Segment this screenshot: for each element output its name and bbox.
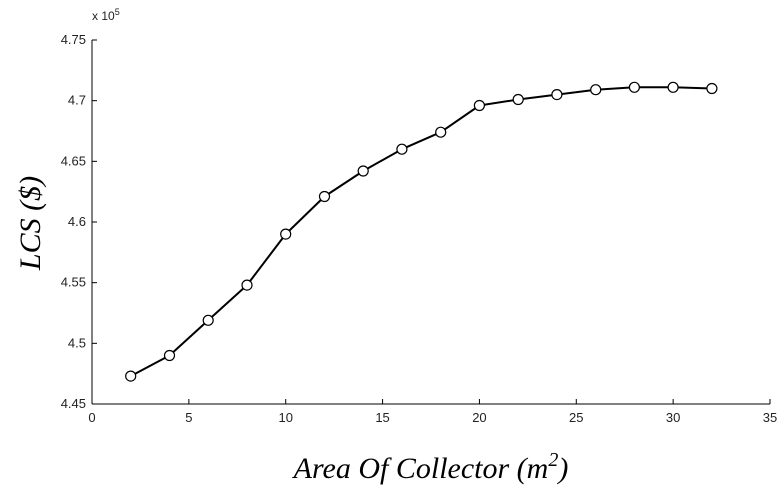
x-axis-ticks: 0 5 10 15 20 25 30 35 xyxy=(88,399,777,425)
y-axis-title-text: LCS ($) xyxy=(14,176,47,271)
x-tick-label: 35 xyxy=(763,410,777,425)
data-point xyxy=(396,143,408,155)
y-tick-label: 4.75 xyxy=(61,32,86,47)
y-tick-label: 4.6 xyxy=(68,214,86,229)
y-axis-ticks: 4.45 4.5 4.55 4.6 4.65 4.7 4.75 xyxy=(61,32,97,411)
plot-frame xyxy=(91,40,770,405)
data-point xyxy=(512,93,524,106)
data-point xyxy=(357,165,369,177)
data-point xyxy=(628,81,641,93)
data-point xyxy=(280,228,292,240)
data-point xyxy=(202,314,214,326)
data-point xyxy=(473,99,485,112)
y-tick-label: 4.45 xyxy=(61,396,86,411)
x-tick-label: 0 xyxy=(88,410,95,425)
y-tick-label: 4.7 xyxy=(68,93,86,108)
data-point xyxy=(667,81,679,93)
y-multiplier-label: x 105 xyxy=(92,7,120,23)
x-tick-label: 5 xyxy=(185,410,192,425)
series-line xyxy=(130,86,712,377)
data-point xyxy=(706,82,718,95)
y-tick-label: 4.55 xyxy=(61,275,86,290)
x-axis-title-superscript: 2 xyxy=(548,449,558,471)
y-multiplier-base: x 10 xyxy=(92,9,115,23)
x-axis-title: Area Of Collector (m2) xyxy=(292,449,569,485)
data-point xyxy=(125,370,137,382)
x-tick-label: 25 xyxy=(569,410,583,425)
x-axis-title-close: ) xyxy=(556,452,568,485)
data-point xyxy=(163,349,176,362)
data-point xyxy=(590,84,602,96)
x-axis-title-text: Area Of Collector (m xyxy=(292,452,549,485)
y-multiplier-exponent: 5 xyxy=(115,7,120,17)
y-tick-label: 4.65 xyxy=(61,153,86,168)
y-axis-title: LCS ($) xyxy=(14,176,47,271)
x-tick-label: 10 xyxy=(278,410,292,425)
x-tick-label: 30 xyxy=(666,410,680,425)
x-tick-label: 20 xyxy=(472,410,486,425)
data-point xyxy=(435,126,447,138)
series-points xyxy=(125,81,718,382)
data-point xyxy=(551,88,563,101)
series-lines xyxy=(130,86,712,377)
y-tick-label: 4.5 xyxy=(68,335,86,350)
data-point xyxy=(241,279,253,291)
data-point xyxy=(318,190,331,203)
x-tick-label: 15 xyxy=(375,410,389,425)
